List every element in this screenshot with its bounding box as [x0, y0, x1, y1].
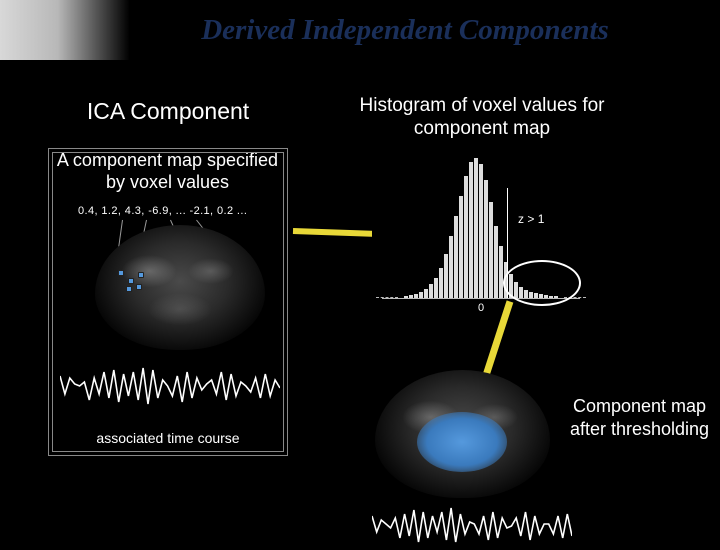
histogram-panel: 0 z > 1	[372, 150, 590, 310]
histogram-threshold-label: z > 1	[518, 212, 544, 226]
label-histogram: Histogram of voxel values for component …	[352, 95, 612, 141]
waveform-thresholded	[372, 498, 572, 550]
slide-title: Derived Independent Components	[201, 14, 609, 47]
label-time-course: associated time course	[78, 430, 258, 446]
content-area: ICA Component Histogram of voxel values …	[0, 60, 720, 540]
histogram-zero-label: 0	[478, 302, 484, 314]
brain-thresholded-map	[375, 370, 550, 498]
histogram-tail-circle	[503, 260, 581, 306]
title-bar: Derived Independent Components	[0, 0, 720, 60]
waveform-time-course	[60, 358, 280, 416]
activation-region	[417, 412, 507, 472]
voxel-value-list: 0.4, 1.2, 4.3, -6.9, ... -2.1, 0.2 ...	[78, 205, 247, 217]
label-thresholded-map: Component map after thresholding	[562, 395, 717, 440]
label-component-map: A component map specified by voxel value…	[50, 150, 285, 193]
label-ica-component: ICA Component	[68, 98, 268, 125]
brain-component-map	[95, 225, 265, 350]
